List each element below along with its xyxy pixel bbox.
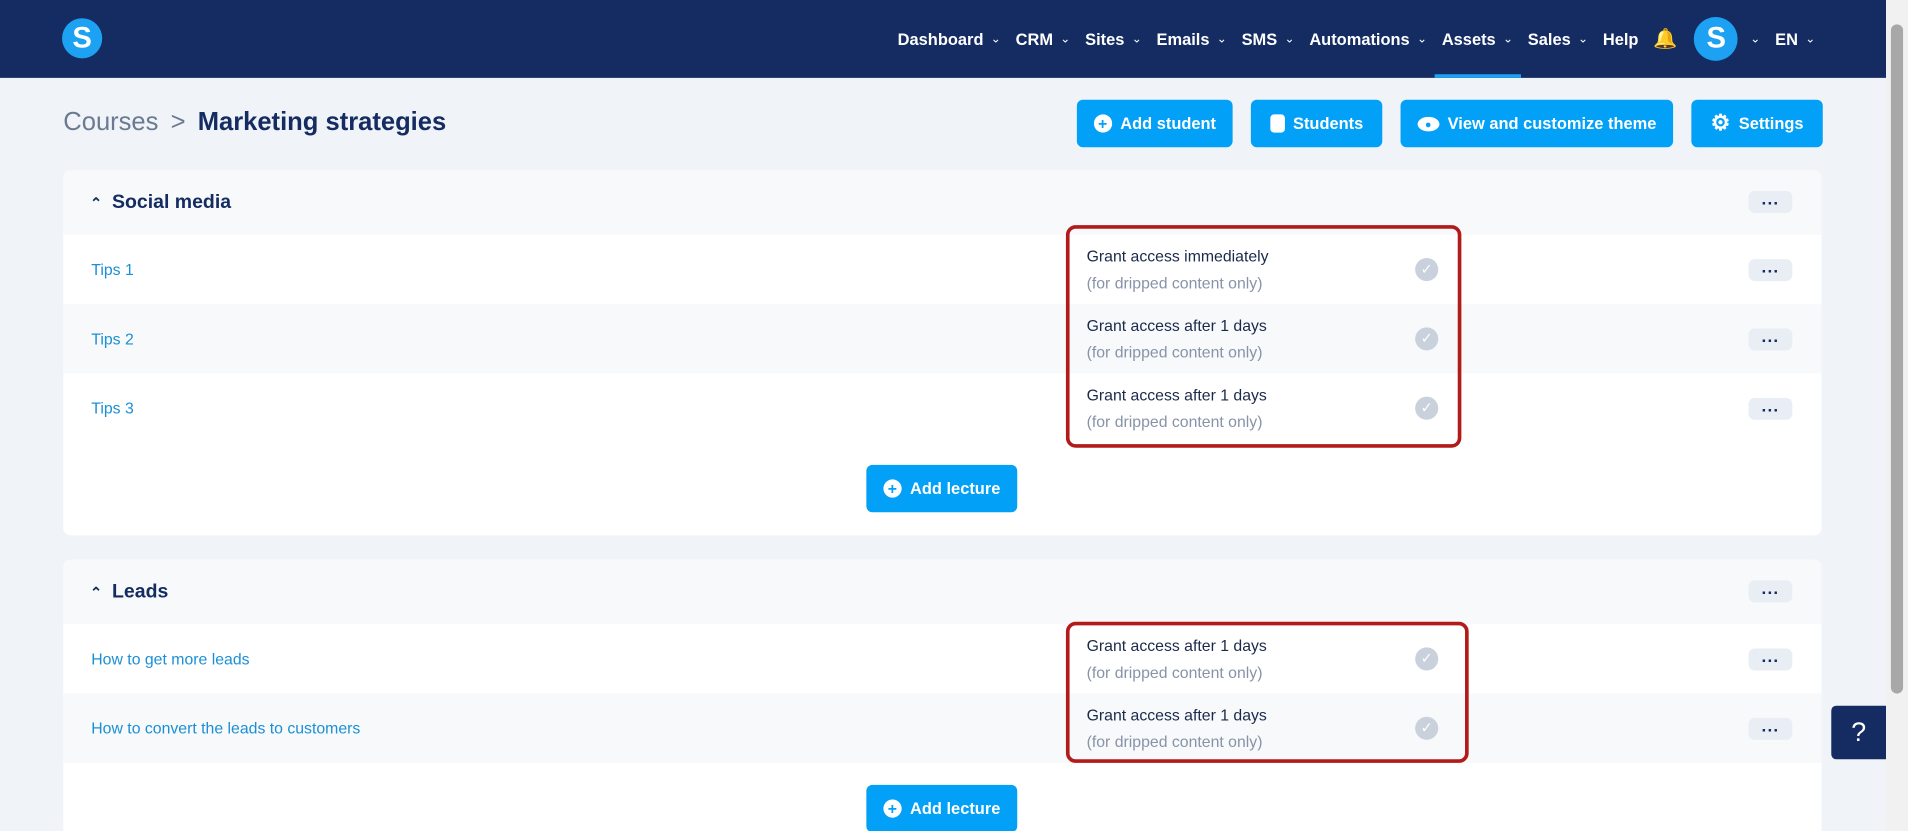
- lecture-link[interactable]: How to get more leads: [91, 649, 250, 669]
- add-lecture-button[interactable]: + Add lecture: [866, 464, 1018, 513]
- help-button[interactable]: ?: [1831, 705, 1887, 760]
- nav-item-automations[interactable]: Automations ⌄: [1309, 29, 1428, 49]
- lecture-row: Tips 2 Grant access after 1 days (for dri…: [63, 304, 1822, 374]
- avatar-menu-chevron[interactable]: ⌄: [1738, 0, 1768, 78]
- plus-circle-icon: +: [883, 799, 902, 818]
- check-circle-icon[interactable]: ✓: [1415, 647, 1439, 671]
- chevron-up-icon[interactable]: ⌃: [90, 583, 103, 601]
- section-title: Leads: [112, 581, 169, 602]
- check-circle-icon[interactable]: ✓: [1415, 396, 1439, 420]
- access-setting[interactable]: Grant access after 1 days (for dripped co…: [1086, 705, 1267, 751]
- lecture-more-button[interactable]: ...: [1748, 258, 1793, 282]
- plus-circle-icon: +: [883, 479, 902, 498]
- gear-icon: ⚙: [1710, 110, 1731, 136]
- nav-item-sales[interactable]: Sales ⌄: [1527, 29, 1589, 49]
- nav-item-crm[interactable]: CRM ⌄: [1015, 29, 1071, 49]
- chevron-right-icon: >: [170, 108, 186, 137]
- chevron-down-icon: ⌄: [1284, 32, 1295, 46]
- section-more-button[interactable]: ...: [1748, 190, 1793, 213]
- add-student-button[interactable]: + Add student: [1076, 99, 1233, 148]
- breadcrumb-courses[interactable]: Courses: [63, 108, 159, 137]
- section-title: Social media: [112, 191, 232, 213]
- students-button[interactable]: Students: [1250, 99, 1383, 148]
- nav-item-assets[interactable]: Assets ⌄: [1434, 0, 1521, 78]
- access-setting[interactable]: Grant access immediately (for dripped con…: [1086, 247, 1269, 293]
- avatar[interactable]: S: [1694, 17, 1739, 61]
- chevron-down-icon: ⌄: [1216, 32, 1227, 46]
- nav-item-sites[interactable]: Sites ⌄: [1085, 29, 1142, 49]
- scrollbar-thumb[interactable]: [1890, 24, 1904, 694]
- add-lecture-button[interactable]: + Add lecture: [866, 784, 1018, 831]
- lecture-row: How to get more leads Grant access after…: [63, 624, 1821, 693]
- check-circle-icon[interactable]: ✓: [1415, 257, 1439, 282]
- lecture-link[interactable]: Tips 3: [91, 399, 134, 418]
- lecture-row: Tips 3 Grant access after 1 days (for dri…: [63, 374, 1821, 443]
- graduation-cap-icon: [1269, 114, 1285, 133]
- chevron-down-icon: ⌄: [1417, 32, 1428, 46]
- chevron-down-icon: ⌄: [1131, 32, 1142, 46]
- chevron-down-icon: ⌄: [1502, 32, 1514, 46]
- nav-item-emails[interactable]: Emails ⌄: [1156, 29, 1227, 49]
- view-customize-theme-button[interactable]: ● View and customize theme: [1400, 99, 1674, 148]
- lecture-more-button[interactable]: ...: [1748, 397, 1793, 420]
- lecture-row: Tips 1 Grant access immediately (for drip…: [63, 235, 1821, 304]
- logo[interactable]: S: [62, 18, 103, 59]
- access-setting[interactable]: Grant access after 1 days (for dripped co…: [1086, 385, 1267, 431]
- bell-icon[interactable]: 🔔: [1653, 29, 1678, 50]
- scrollbar[interactable]: [1886, 0, 1908, 831]
- nav-item-dashboard[interactable]: Dashboard ⌄: [897, 29, 1001, 49]
- course-section: ⌃ Social media... Tips 1 Grant access imm…: [63, 170, 1822, 536]
- check-circle-icon[interactable]: ✓: [1415, 327, 1439, 351]
- chevron-up-icon[interactable]: ⌃: [90, 194, 103, 212]
- lecture-link[interactable]: How to convert the leads to customers: [91, 719, 361, 738]
- lecture-row: How to convert the leads to customers Gr…: [63, 693, 1822, 763]
- nav-item-sms[interactable]: SMS ⌄: [1241, 29, 1295, 49]
- top-nav: S Dashboard ⌄ CRM ⌄ Sites ⌄ Emails ⌄ SMS ⌄ Automat…: [0, 0, 1887, 78]
- eye-icon: ●: [1417, 116, 1440, 131]
- lecture-link[interactable]: Tips 2: [91, 329, 134, 349]
- chevron-down-icon: ⌄: [1060, 32, 1071, 46]
- page-title: Marketing strategies: [197, 108, 447, 137]
- lecture-more-button[interactable]: ...: [1748, 717, 1793, 740]
- lecture-link[interactable]: Tips 1: [91, 260, 134, 279]
- access-setting[interactable]: Grant access after 1 days (for dripped co…: [1086, 636, 1267, 682]
- section-more-button[interactable]: ...: [1748, 579, 1793, 603]
- lecture-more-button[interactable]: ...: [1748, 647, 1793, 671]
- plus-circle-icon: +: [1093, 114, 1112, 133]
- nav-item-help[interactable]: Help: [1602, 29, 1639, 49]
- language-select[interactable]: EN ⌄: [1775, 29, 1816, 49]
- section-header[interactable]: ⌃ Leads...: [63, 559, 1822, 625]
- breadcrumb: Courses > Marketing strategies: [63, 108, 446, 137]
- main-menu: Dashboard ⌄ CRM ⌄ Sites ⌄ Emails ⌄ SMS ⌄ Automatio…: [890, 0, 1822, 78]
- lecture-more-button[interactable]: ...: [1748, 327, 1793, 351]
- chevron-down-icon: ⌄: [1578, 32, 1589, 46]
- chevron-down-icon: ⌄: [1805, 32, 1816, 46]
- settings-button[interactable]: ⚙ Settings: [1691, 99, 1823, 148]
- access-setting[interactable]: Grant access after 1 days (for dripped co…: [1086, 316, 1267, 362]
- section-header[interactable]: ⌃ Social media...: [63, 170, 1822, 235]
- check-circle-icon[interactable]: ✓: [1415, 716, 1439, 740]
- chevron-down-icon: ⌄: [990, 32, 1001, 46]
- chevron-down-icon: ⌄: [1750, 32, 1761, 46]
- course-section: ⌃ Leads... How to get more leads Grant ac…: [63, 559, 1822, 831]
